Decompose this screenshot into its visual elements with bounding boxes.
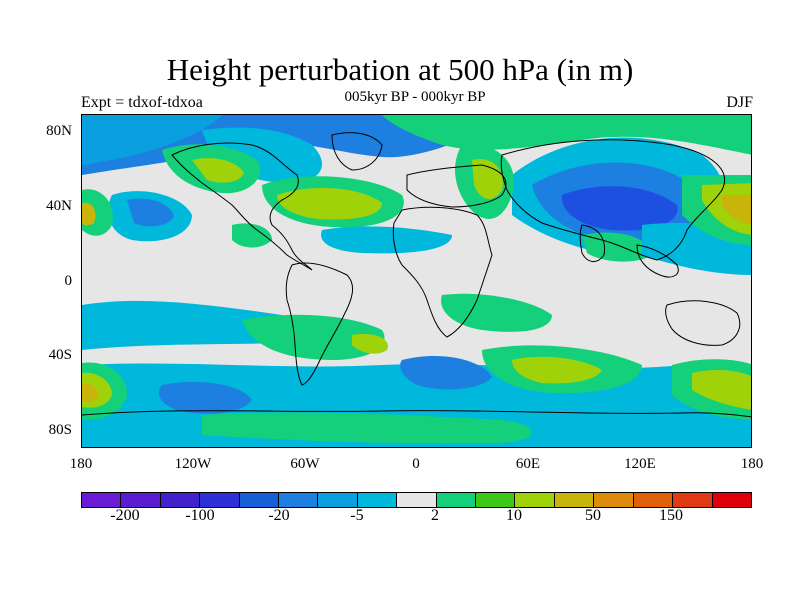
x-tick-label: 120E (624, 456, 656, 472)
map-panel (81, 114, 752, 448)
contour-positive-south-indian (441, 293, 552, 332)
coast-south-america (285, 262, 354, 386)
season-label: DJF (726, 94, 753, 111)
contour-strongpos-north-am (192, 158, 244, 183)
colorbar-segment (397, 493, 437, 507)
contour-strongpos-atlantic (277, 188, 382, 220)
contour-positive-trop-west (232, 223, 272, 248)
colorbar-segment (82, 493, 122, 507)
contour-verystrong-pacific-east (722, 195, 751, 225)
coast-asia (500, 139, 725, 261)
contour-verystrong-south-westedge (82, 383, 99, 403)
x-tick-label: 60W (290, 456, 320, 472)
colorbar-label: 50 (585, 507, 601, 524)
colorbar-segment (476, 493, 516, 507)
contour-fields (82, 115, 751, 447)
coast-australia (665, 300, 741, 346)
coast-africa (392, 206, 493, 338)
y-tick-label: 40S (48, 347, 72, 363)
experiment-label: Expt = tdxof-tdxoa (81, 94, 203, 111)
colorbar (81, 492, 752, 508)
contour-core-asia (561, 186, 678, 231)
x-tick-label: 120W (174, 456, 212, 472)
contour-negative-south-east-pacific (158, 381, 252, 414)
chart-title: Height perturbation at 500 hPa (in m) (166, 52, 634, 87)
y-tick-label: 0 (64, 273, 73, 289)
y-tick-label: 40N (46, 198, 72, 214)
colorbar-segment (515, 493, 555, 507)
coast-southeast-asia (636, 244, 679, 278)
colorbar-segment (712, 493, 751, 507)
colorbar-segment (633, 493, 674, 507)
contour-strongpos-south-atl (352, 334, 388, 354)
coast-greenland (331, 132, 383, 171)
colorbar-segment (357, 493, 398, 507)
coast-europe (406, 164, 507, 208)
y-tick-label: 80S (48, 422, 72, 438)
x-tick-label: 60E (515, 456, 541, 472)
y-tick-label: 80N (46, 123, 72, 139)
contour-weakneg-south-pacific (82, 300, 305, 350)
colorbar-segment (318, 493, 358, 507)
contour-positive-south-atl (242, 314, 385, 360)
colorbar-label: 150 (659, 507, 683, 524)
contour-weakneg-tropics-atl (321, 226, 452, 254)
contour-weakneg-north-am (202, 127, 322, 184)
coast-india (579, 224, 606, 262)
colorbar-label: -20 (268, 507, 290, 524)
coastlines (82, 132, 751, 418)
map-plot (82, 115, 751, 447)
contour-strongpos-europe (472, 159, 503, 200)
colorbar-segment (594, 493, 634, 507)
colorbar-label: -100 (185, 507, 215, 524)
colorbar-segment (160, 493, 201, 507)
colorbar-label: 2 (431, 507, 439, 524)
x-tick-label: 180 (740, 456, 764, 472)
coast-north-america (171, 142, 313, 271)
contour-weakpos-antarctic (202, 412, 532, 444)
contour-strongpos-south-pacific-east (692, 370, 751, 410)
colorbar-segment (121, 493, 161, 507)
colorbar-label: -200 (110, 507, 140, 524)
contour-negative-pacific (127, 198, 174, 227)
colorbar-segment (239, 493, 280, 507)
x-tick-label: 180 (69, 456, 93, 472)
contour-lightblue-arctic (82, 115, 222, 165)
contour-strongpos-westedge (82, 202, 96, 226)
colorbar-label: -5 (350, 507, 364, 524)
colorbar-segment (279, 493, 319, 507)
colorbar-segment (200, 493, 240, 507)
contour-negative-south-indian (400, 356, 492, 390)
contour-strongpos-south-indian-2 (512, 356, 602, 384)
chart-subtitle: 005kyr BP - 000kyr BP (344, 89, 486, 105)
colorbar-label: 10 (506, 507, 522, 524)
colorbar-segment (554, 493, 595, 507)
colorbar-segment (673, 493, 713, 507)
colorbar-segment (436, 493, 477, 507)
coast-antarctica (82, 410, 751, 418)
x-tick-label: 0 (412, 456, 420, 472)
